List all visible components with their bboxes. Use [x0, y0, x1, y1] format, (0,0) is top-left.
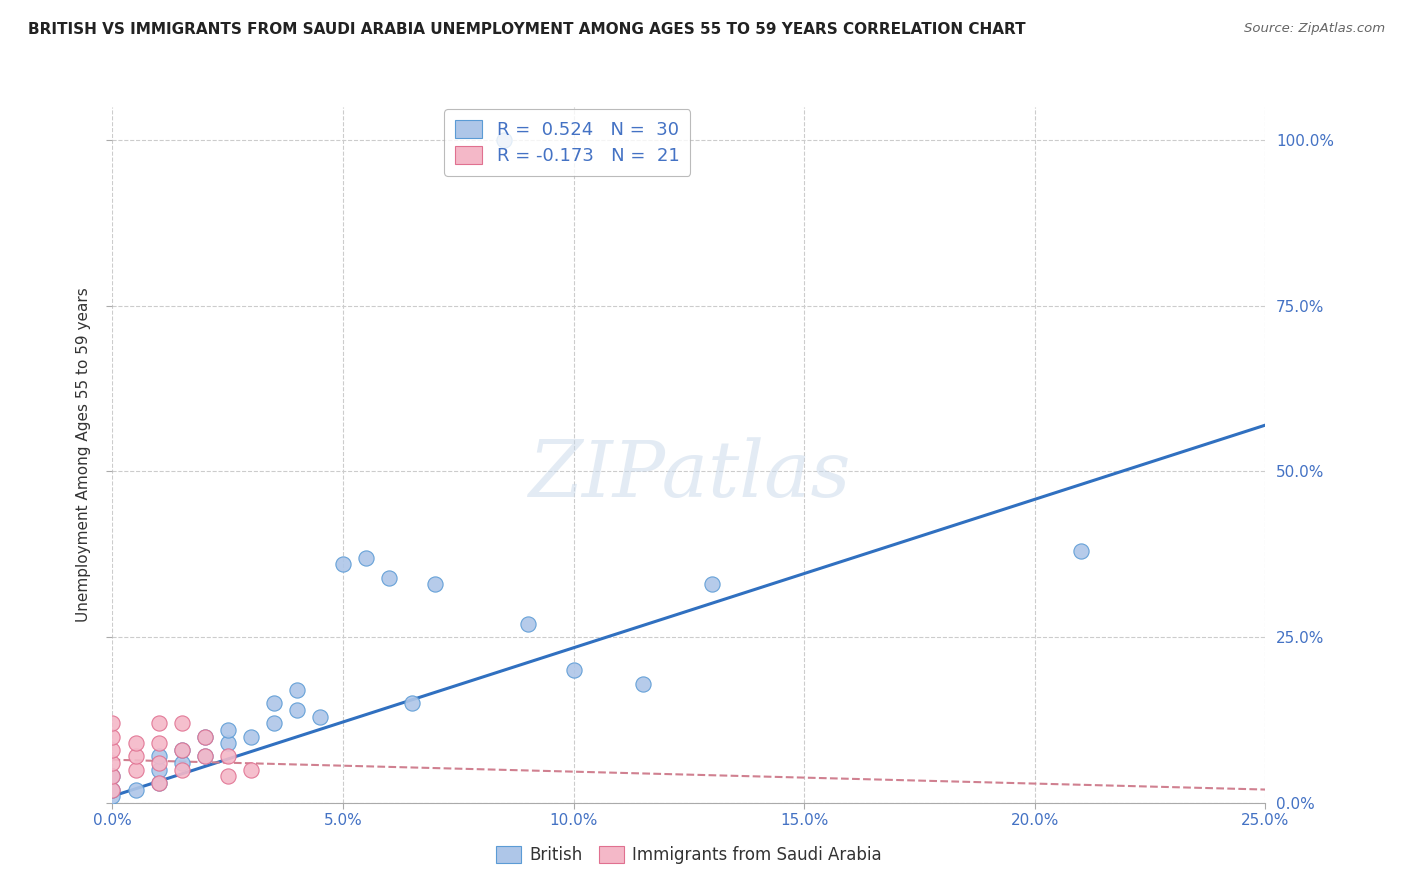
Point — [401, 697, 423, 711]
Point — [101, 716, 124, 731]
Y-axis label: Unemployment Among Ages 55 to 59 years: Unemployment Among Ages 55 to 59 years — [76, 287, 91, 623]
Point — [170, 716, 193, 731]
Point — [239, 763, 262, 777]
Point — [101, 756, 124, 770]
Point — [194, 749, 217, 764]
Point — [425, 577, 447, 591]
Text: Source: ZipAtlas.com: Source: ZipAtlas.com — [1244, 22, 1385, 36]
Point — [148, 763, 170, 777]
Point — [170, 756, 193, 770]
Point — [217, 769, 239, 783]
Point — [148, 749, 170, 764]
Point — [101, 782, 124, 797]
Text: BRITISH VS IMMIGRANTS FROM SAUDI ARABIA UNEMPLOYMENT AMONG AGES 55 TO 59 YEARS C: BRITISH VS IMMIGRANTS FROM SAUDI ARABIA … — [28, 22, 1026, 37]
Point — [332, 558, 354, 572]
Point — [148, 716, 170, 731]
Point — [194, 730, 217, 744]
Point — [148, 736, 170, 750]
Point — [494, 133, 516, 147]
Point — [148, 756, 170, 770]
Text: ZIPatlas: ZIPatlas — [527, 438, 851, 514]
Point — [217, 723, 239, 737]
Point — [285, 683, 308, 698]
Point — [101, 782, 124, 797]
Point — [562, 663, 585, 677]
Point — [124, 763, 146, 777]
Point — [170, 743, 193, 757]
Point — [309, 709, 332, 723]
Point — [101, 769, 124, 783]
Point — [263, 697, 285, 711]
Point — [124, 782, 146, 797]
Point — [148, 776, 170, 790]
Point — [378, 570, 401, 584]
Point — [354, 550, 377, 565]
Point — [263, 716, 285, 731]
Point — [148, 776, 170, 790]
Point — [170, 743, 193, 757]
Point — [631, 676, 654, 690]
Point — [124, 749, 146, 764]
Point — [217, 749, 239, 764]
Point — [101, 769, 124, 783]
Point — [101, 789, 124, 804]
Point — [101, 730, 124, 744]
Point — [700, 577, 723, 591]
Point — [194, 749, 217, 764]
Point — [124, 736, 146, 750]
Point — [285, 703, 308, 717]
Point — [1070, 544, 1092, 558]
Legend: British, Immigrants from Saudi Arabia: British, Immigrants from Saudi Arabia — [489, 839, 889, 871]
Point — [101, 743, 124, 757]
Point — [170, 763, 193, 777]
Point — [217, 736, 239, 750]
Point — [194, 730, 217, 744]
Point — [516, 616, 538, 631]
Point — [239, 730, 262, 744]
